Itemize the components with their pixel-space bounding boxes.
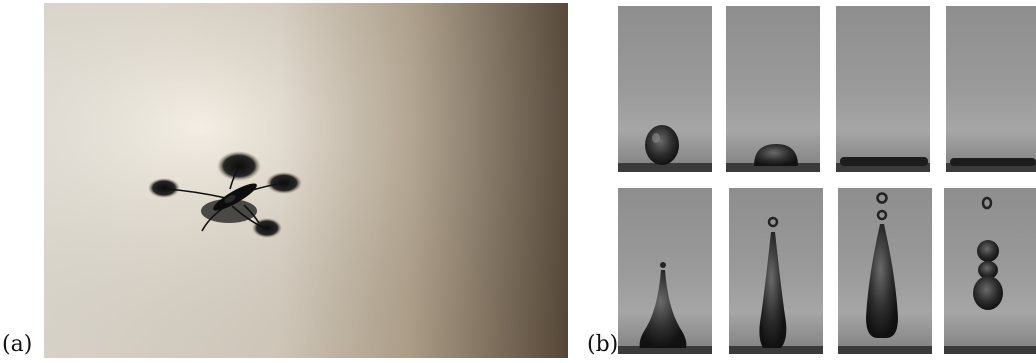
water-strider-photo: [44, 3, 568, 358]
droplet-frame-flat-pancake: [836, 6, 930, 172]
leg-dimple: [252, 218, 282, 238]
droplet-frame-sphere: [618, 6, 712, 172]
strider-legs: [165, 166, 285, 232]
droplet-frame-column-two-drops: [838, 188, 932, 354]
droplet-frame-flat-pancake-thin: [946, 6, 1036, 172]
droplet-frame-short-jet: [618, 188, 712, 354]
leg-dimple: [148, 178, 180, 198]
panel-label-a: (a): [2, 332, 33, 357]
droplet-frame-tall-jet: [729, 188, 823, 354]
droplet-frame-dome: [726, 6, 820, 172]
water-strider-image: [44, 3, 568, 358]
droplet-frame-detached-beads: [944, 188, 1036, 354]
panel-label-b: (b): [587, 332, 619, 357]
leg-dimple: [217, 151, 261, 181]
